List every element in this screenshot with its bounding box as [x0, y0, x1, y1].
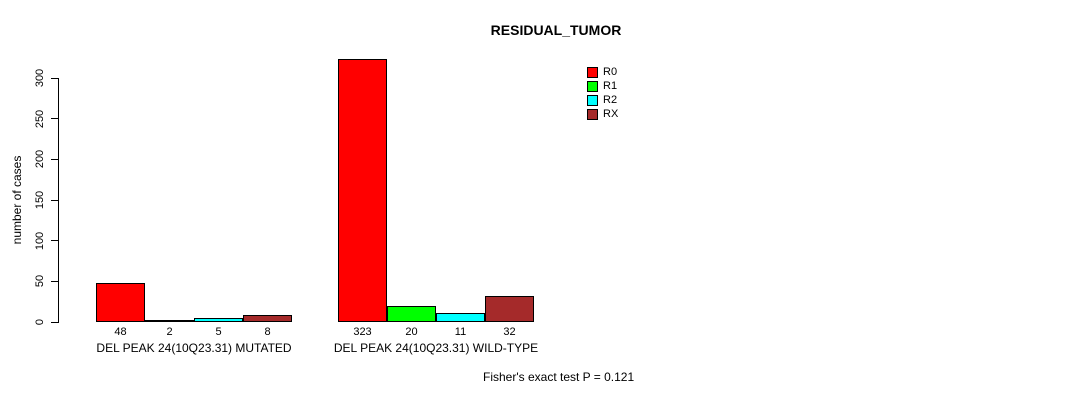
- y-tick: [51, 158, 58, 160]
- bar-value-label: 11: [454, 326, 467, 338]
- y-tick-label: 0: [34, 318, 46, 326]
- group-label-wildtype: DEL PEAK 24(10Q23.31) WILD-TYPE: [333, 341, 539, 355]
- y-tick: [51, 199, 58, 201]
- y-tick: [51, 280, 58, 282]
- legend-item-r0: R0: [587, 65, 618, 79]
- y-axis: [58, 78, 59, 323]
- legend-item-r2: R2: [587, 93, 618, 107]
- y-tick-label: 100: [34, 231, 46, 250]
- bar-rx-group1: [243, 315, 292, 322]
- bar-value-label: 323: [353, 326, 372, 338]
- y-tick-label: 200: [34, 150, 46, 169]
- legend-swatch-icon: [587, 108, 598, 120]
- y-tick-label: 50: [34, 275, 46, 288]
- bar-value-label: 20: [405, 326, 418, 338]
- y-tick: [51, 321, 58, 323]
- y-tick-label: 250: [34, 109, 46, 128]
- group-label-mutated: DEL PEAK 24(10Q23.31) MUTATED: [96, 341, 292, 355]
- y-tick-label: 150: [34, 190, 46, 210]
- bar-r0-group2: [338, 59, 387, 322]
- chart-title: RESIDUAL_TUMOR: [490, 22, 622, 38]
- legend-swatch-icon: [587, 80, 598, 92]
- legend: R0 R1 R2 RX: [587, 65, 618, 121]
- bar-value-label: 8: [264, 326, 271, 338]
- bar-value-label: 48: [114, 326, 127, 338]
- legend-swatch-icon: [587, 66, 598, 78]
- bar-r0-group1: [96, 283, 145, 322]
- legend-label: R0: [603, 65, 618, 78]
- y-tick: [51, 240, 58, 242]
- y-tick: [51, 77, 58, 79]
- legend-label: R1: [603, 79, 618, 92]
- y-tick: [51, 118, 58, 120]
- legend-item-rx: RX: [587, 107, 618, 121]
- legend-swatch-icon: [587, 94, 598, 106]
- y-axis-label: number of cases: [10, 155, 24, 245]
- bar-value-label: 32: [503, 326, 516, 338]
- bar-rx-group2: [485, 296, 534, 322]
- bar-value-label: 2: [166, 326, 173, 338]
- legend-label: RX: [603, 107, 619, 120]
- bar-value-label: 5: [215, 326, 222, 338]
- bar-r1-group1: [145, 320, 194, 322]
- bar-r2-group2: [436, 313, 485, 322]
- fisher-test-annotation: Fisher's exact test P = 0.121: [483, 370, 635, 384]
- y-tick-label: 300: [34, 68, 46, 88]
- bar-r1-group2: [387, 306, 436, 322]
- bar-r2-group1: [194, 318, 243, 322]
- legend-item-r1: R1: [587, 79, 618, 93]
- legend-label: R2: [603, 93, 618, 106]
